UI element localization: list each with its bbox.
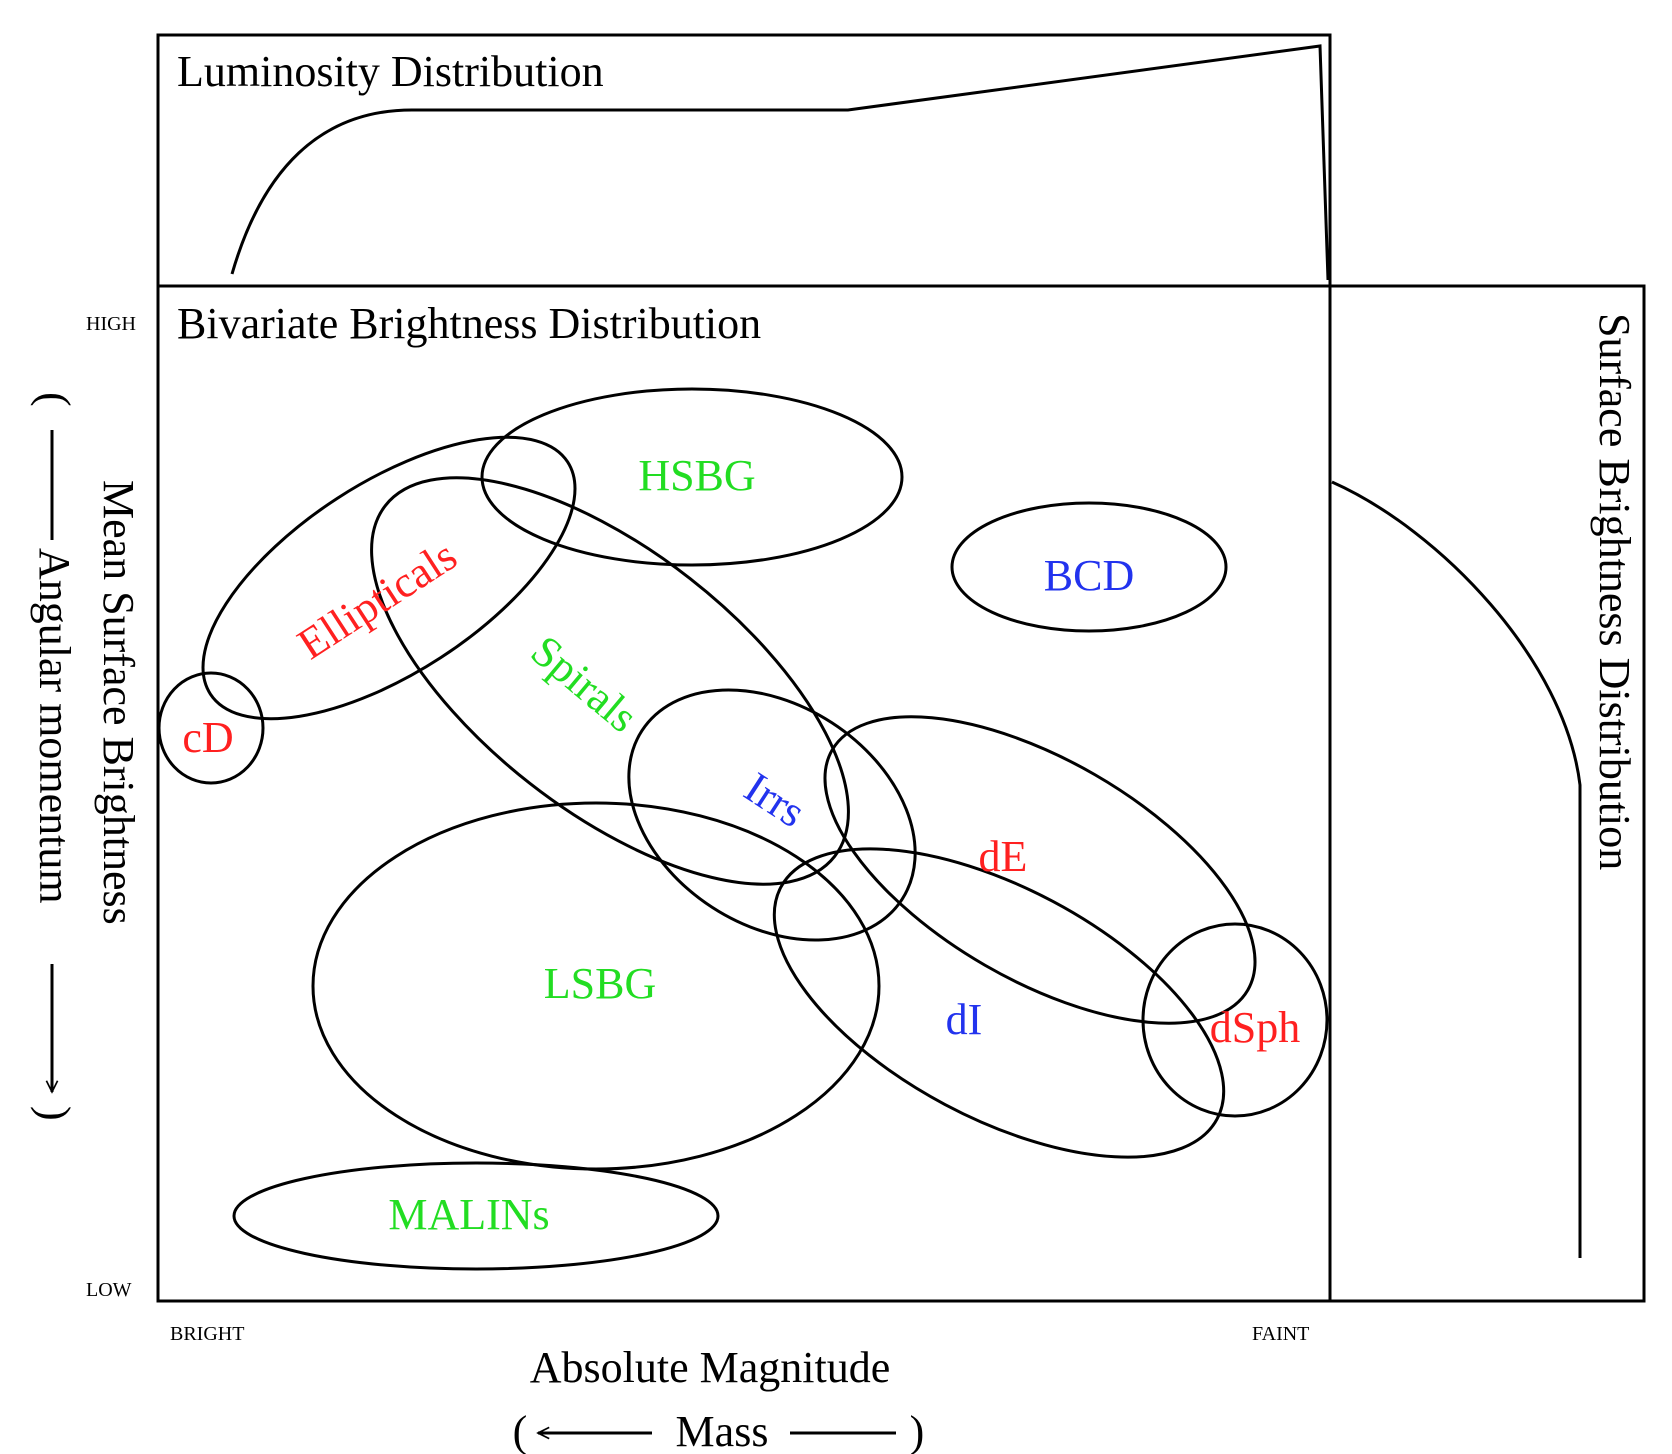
malins-ellipse	[232, 1161, 720, 1271]
irrs-ellipse	[627, 688, 917, 942]
ellipticals-ellipse	[201, 435, 577, 721]
dsph-label: dSph	[1210, 1003, 1300, 1052]
x-sub-close-paren: )	[910, 1407, 925, 1454]
x-sub-open-paren: (	[513, 1407, 528, 1454]
cd-ellipse	[157, 671, 265, 785]
de-ellipse	[823, 715, 1257, 1025]
y-axis-label: Mean Surface Brightness	[94, 480, 143, 925]
bcd-ellipse	[950, 501, 1228, 633]
y-sub-open-paren: (	[30, 392, 79, 407]
spirals-label: Spirals	[522, 626, 647, 742]
y-low-tick: LOW	[86, 1279, 132, 1301]
ellipticals-label: Ellipticals	[289, 531, 465, 669]
x-sub-word: Mass	[676, 1407, 769, 1454]
dsph-ellipse	[1141, 922, 1329, 1118]
x-bright-tick: BRIGHT	[170, 1323, 244, 1345]
y-high-tick: HIGH	[86, 313, 136, 335]
malins-label: MALINs	[388, 1190, 549, 1239]
bcd-label: BCD	[1044, 551, 1134, 600]
luminosity-title: Luminosity Distribution	[177, 47, 604, 96]
surface-brightness-title: Surface Brightness Distribution	[1590, 313, 1639, 870]
lsbg-label: LSBG	[544, 959, 656, 1008]
spirals-ellipse	[370, 476, 850, 886]
surface-brightness-curve	[1331, 480, 1582, 1258]
surface-brightness-panel	[1328, 284, 1646, 1303]
di-ellipse	[772, 847, 1226, 1159]
cd-label: cD	[182, 713, 233, 762]
de-label: dE	[979, 832, 1028, 881]
luminosity-curve	[230, 44, 1330, 281]
hsbg-label: HSBG	[638, 451, 755, 500]
x-faint-tick: FAINT	[1252, 1323, 1309, 1345]
hsbg-ellipse	[480, 387, 904, 567]
bivariate-title: Bivariate Brightness Distribution	[177, 299, 761, 348]
x-axis-label: Absolute Magnitude	[530, 1343, 891, 1392]
di-label: dI	[946, 995, 983, 1044]
y-sub-word: Angular momentum	[30, 548, 79, 904]
y-sub-close-paren: )	[30, 1106, 79, 1121]
irrs-label: Irrs	[736, 763, 814, 837]
